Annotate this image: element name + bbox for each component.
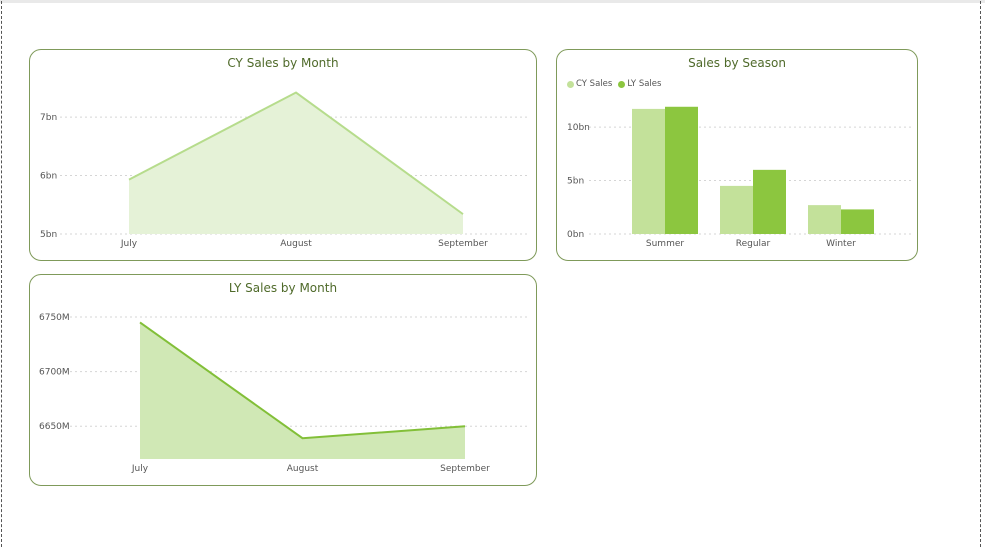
y-tick-label: 6750M: [39, 313, 70, 323]
area-fill: [140, 322, 465, 459]
y-tick-label: 10bn: [567, 123, 590, 133]
y-tick-label: 5bn: [567, 177, 584, 187]
chart-title: Sales by Season: [688, 56, 786, 70]
legend-item-cy-sales[interactable]: CY Sales: [567, 79, 612, 89]
x-tick-label: Summer: [646, 239, 684, 249]
ly-sales-chart-svg: 6650M 6700M 6750M July August September: [39, 313, 528, 474]
y-tick-label: 6700M: [39, 368, 70, 378]
x-tick-label: Winter: [826, 239, 856, 249]
y-tick-label: 0bn: [567, 230, 584, 240]
y-tick-label: 5bn: [40, 230, 57, 240]
bar: [665, 106, 698, 234]
area-fill: [129, 92, 463, 234]
bar: [720, 185, 753, 234]
x-tick-label: Regular: [736, 239, 771, 249]
y-tick-label: 6650M: [39, 422, 70, 432]
bar: [808, 205, 841, 234]
legend-item-ly-sales[interactable]: LY Sales: [618, 79, 661, 89]
bar: [753, 169, 786, 234]
ly-sales-by-month-card[interactable]: 6650M 6700M 6750M July August September LY Sa…: [29, 274, 537, 486]
x-tick-label: September: [438, 239, 488, 249]
cy-sales-by-month-card[interactable]: 5bn 6bn 7bn July August September CY Sales by…: [29, 49, 537, 261]
x-tick-label: August: [287, 464, 319, 474]
y-tick-label: 7bn: [40, 113, 57, 123]
x-tick-label: July: [131, 464, 149, 474]
legend-label: CY Sales: [576, 79, 613, 89]
x-tick-label: August: [280, 239, 312, 249]
cy-sales-chart-svg: 5bn 6bn 7bn July August September: [40, 91, 528, 249]
legend-label: LY Sales: [627, 79, 662, 89]
chart-title: LY Sales by Month: [228, 281, 338, 295]
chart-title: CY Sales by Month: [227, 56, 339, 70]
x-tick-label: July: [120, 239, 138, 249]
legend-swatch-cy: [567, 80, 574, 88]
bar: [841, 209, 874, 234]
y-tick-label: 6bn: [40, 172, 57, 182]
legend-swatch-ly: [618, 80, 626, 88]
x-tick-label: September: [440, 464, 490, 474]
top-strip: [0, 0, 985, 3]
bar: [632, 108, 665, 234]
sales-by-season-chart-svg: 0bn 5bn 10bn Summer Regular Winter: [567, 106, 911, 249]
sales-by-season-card[interactable]: 0bn 5bn 10bn Summer Regular Winter Sales by S…: [556, 49, 918, 261]
chart-legend: CY Sales LY Sales: [567, 79, 661, 89]
